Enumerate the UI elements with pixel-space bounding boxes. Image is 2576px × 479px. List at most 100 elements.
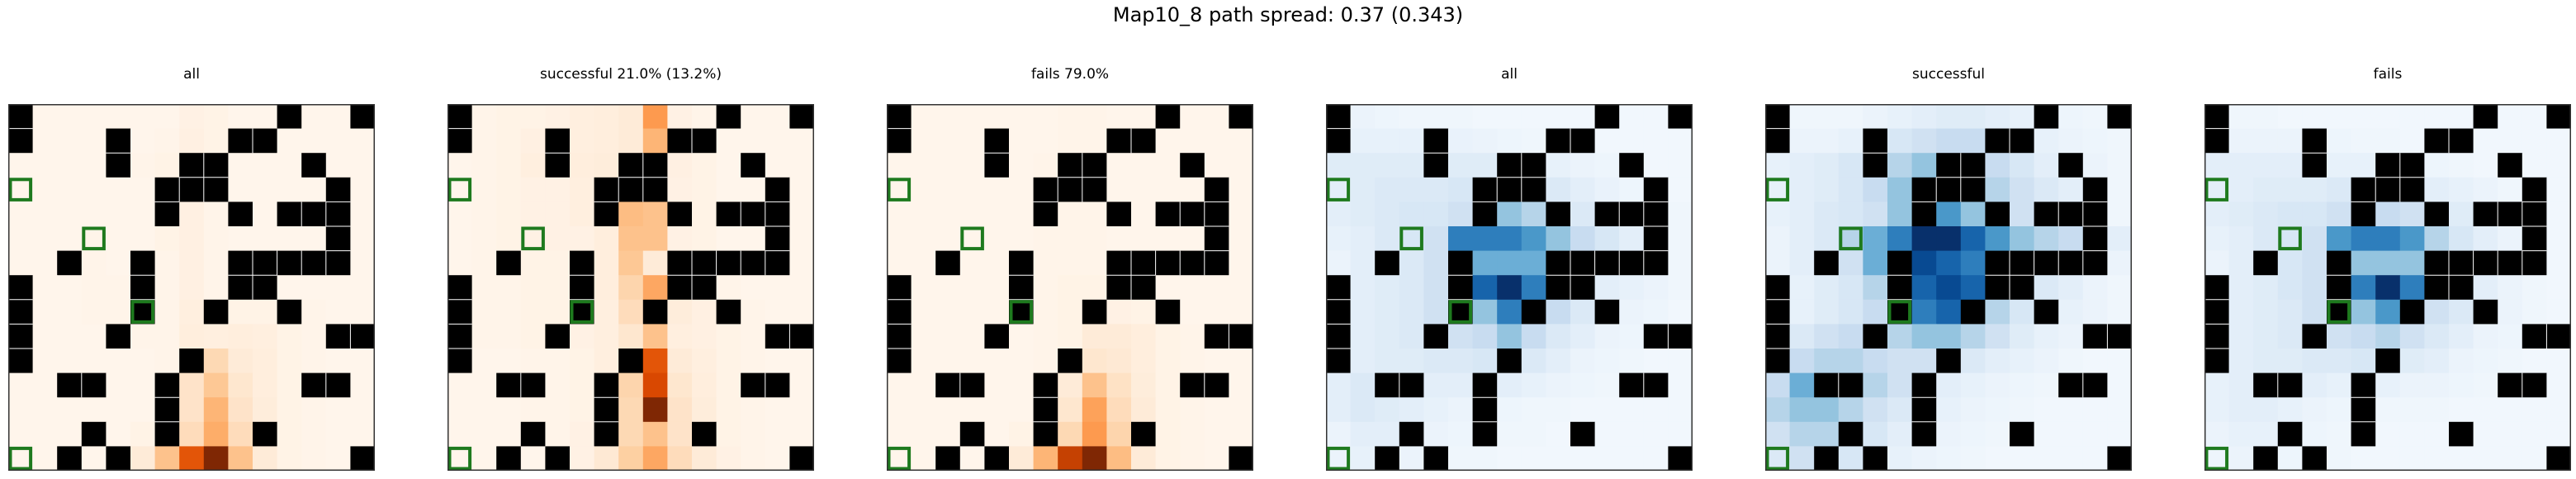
heat-cell	[2424, 299, 2450, 325]
heat-cell	[1033, 128, 1058, 154]
heat-cell	[228, 349, 253, 374]
wall-cell	[545, 446, 571, 471]
heat-cell	[1985, 299, 2010, 325]
heat-cell	[154, 128, 180, 154]
wall-cell	[1155, 104, 1181, 130]
panel-frame	[887, 104, 1253, 471]
heat-cell	[32, 104, 58, 130]
wall-cell	[2473, 250, 2498, 276]
heat-cell	[642, 275, 668, 301]
waypoint-marker	[2278, 226, 2302, 251]
heat-cell	[8, 202, 34, 227]
heatmap-panel-1	[8, 104, 375, 471]
wall-cell	[1985, 275, 2010, 301]
wall-cell	[1765, 324, 1791, 349]
heat-cell	[1350, 372, 1376, 398]
heat-cell	[1375, 421, 1400, 447]
heat-cell	[1472, 226, 1498, 252]
heat-cell	[2498, 446, 2523, 471]
heat-cell	[1619, 275, 1645, 301]
heat-cell	[57, 299, 83, 325]
heat-cell	[1155, 324, 1181, 349]
heat-cell	[2351, 324, 2376, 349]
wall-cell	[1229, 446, 1253, 471]
heat-cell	[2302, 104, 2327, 130]
heat-cell	[2107, 275, 2132, 301]
heat-cell	[1399, 177, 1424, 202]
heat-cell	[2375, 299, 2401, 325]
heat-cell	[2302, 275, 2327, 301]
heat-cell	[1960, 128, 1986, 154]
heat-cell	[692, 349, 717, 374]
heat-cell	[106, 226, 131, 252]
heat-cell	[2546, 153, 2571, 178]
heat-cell	[2204, 226, 2230, 252]
heat-cell	[81, 226, 107, 252]
heat-cell	[2082, 128, 2108, 154]
heat-cell	[1887, 397, 1913, 423]
heat-cell	[594, 349, 619, 374]
heat-cell	[1643, 153, 1669, 178]
heatmap-panel-2	[447, 104, 814, 471]
heat-cell	[1789, 177, 1815, 202]
heat-cell	[2327, 446, 2352, 471]
heat-cell	[57, 397, 83, 423]
heat-cell	[2253, 299, 2279, 325]
heat-cell	[1619, 446, 1645, 471]
wall-cell	[2277, 421, 2303, 447]
heat-cell	[618, 446, 644, 471]
heat-cell	[228, 397, 253, 423]
heat-cell	[618, 104, 644, 130]
heat-cell	[106, 104, 131, 130]
heat-cell	[984, 349, 1010, 374]
wall-cell	[935, 250, 961, 276]
wall-cell	[765, 324, 790, 349]
heat-cell	[1838, 275, 1863, 301]
heat-cell	[496, 177, 522, 202]
heat-cell	[959, 446, 985, 471]
wall-cell	[1570, 250, 1596, 276]
heat-cell	[1472, 446, 1498, 471]
heat-cell	[1106, 349, 1132, 374]
wall-cell	[1399, 421, 1424, 447]
panel-4-title: all	[1501, 66, 1518, 83]
heat-cell	[789, 397, 814, 423]
heat-cell	[692, 202, 717, 227]
heat-cell	[2522, 153, 2547, 178]
heat-cell	[2228, 421, 2254, 447]
heat-cell	[642, 324, 668, 349]
heat-cell	[32, 299, 58, 325]
wall-cell	[1033, 372, 1058, 398]
heat-cell	[2399, 349, 2425, 374]
wall-cell	[1570, 275, 1596, 301]
heat-cell	[32, 397, 58, 423]
heat-cell	[350, 299, 375, 325]
heat-cell	[130, 324, 156, 349]
heat-cell	[887, 153, 912, 178]
heat-cell	[1594, 397, 1620, 423]
heat-cell	[253, 349, 278, 374]
wall-cell	[2399, 177, 2425, 202]
heat-cell	[130, 153, 156, 178]
wall-cell	[1009, 299, 1035, 325]
panel-6-title: fails	[2373, 66, 2403, 83]
wall-cell	[1643, 226, 1669, 252]
heat-cell	[1106, 177, 1132, 202]
heat-cell	[1180, 421, 1205, 447]
heat-cell	[1668, 153, 1693, 178]
heat-cell	[2327, 226, 2352, 252]
heat-cell	[545, 421, 571, 447]
heat-cell	[1155, 446, 1181, 471]
heat-cell	[1887, 128, 1913, 154]
heat-cell	[2107, 299, 2132, 325]
heat-cell	[1229, 128, 1253, 154]
heat-cell	[1082, 397, 1107, 423]
heat-cell	[2034, 153, 2059, 178]
heat-cell	[1204, 446, 1229, 471]
heat-cell	[1521, 128, 1546, 154]
heat-cell	[1838, 299, 1863, 325]
heat-cell	[2424, 372, 2450, 398]
wall-cell	[496, 372, 522, 398]
heat-cell	[2498, 299, 2523, 325]
wall-cell	[2375, 349, 2401, 374]
